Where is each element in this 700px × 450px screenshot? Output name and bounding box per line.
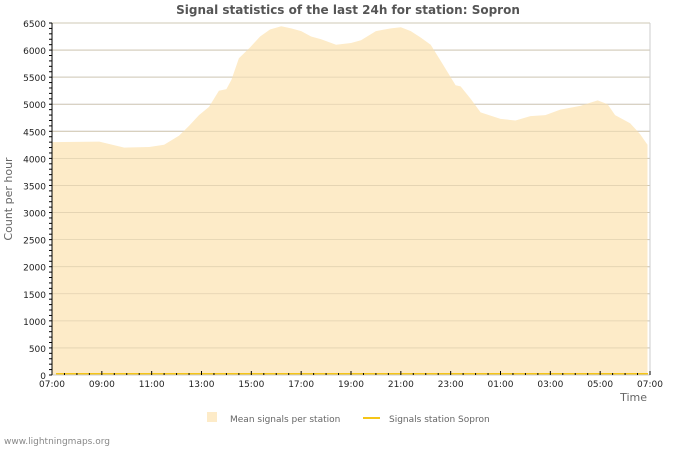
y-tick-label: 3000: [23, 210, 46, 220]
y-tick-label: 1000: [23, 318, 46, 328]
y-tick-label: 2500: [23, 237, 46, 247]
y-tick-label: 4500: [23, 128, 46, 138]
x-tick-label: 01:00: [488, 380, 514, 390]
legend-swatch-mean: [207, 412, 217, 422]
chart-title: Signal statistics of the last 24h for st…: [176, 3, 520, 17]
x-tick-label: 05:00: [587, 380, 613, 390]
legend-label-mean: Mean signals per station: [230, 415, 340, 425]
y-tick-label: 2000: [23, 264, 46, 274]
x-tick-label: 09:00: [89, 380, 115, 390]
x-tick-label: 03:00: [537, 380, 563, 390]
x-tick-label: 07:00: [637, 380, 663, 390]
x-axis-label: Time: [619, 391, 647, 404]
mean-signals-area: [52, 26, 648, 375]
y-tick-label: 0: [40, 372, 46, 382]
y-tick-label: 6000: [23, 47, 46, 57]
legend-label-station: Signals station Sopron: [389, 415, 490, 425]
x-tick-label: 23:00: [438, 380, 464, 390]
x-tick-label: 19:00: [338, 380, 364, 390]
x-tick-label: 13:00: [189, 380, 215, 390]
x-tick-label: 11:00: [139, 380, 165, 390]
x-tick-label: 15:00: [238, 380, 264, 390]
y-tick-label: 4000: [23, 155, 46, 165]
y-tick-label: 1500: [23, 291, 46, 301]
legend: Mean signals per station Signals station…: [207, 412, 490, 425]
y-tick-label: 6500: [23, 20, 46, 30]
y-tick-label: 3500: [23, 182, 46, 192]
y-tick-label: 5000: [23, 101, 46, 111]
x-tick-label: 21:00: [388, 380, 414, 390]
y-axis-label: Count per hour: [2, 157, 15, 241]
footer-credit: www.lightningmaps.org: [4, 437, 110, 447]
x-tick-label: 17:00: [288, 380, 314, 390]
y-tick-label: 500: [29, 345, 46, 355]
x-tick-label: 07:00: [39, 380, 65, 390]
y-tick-label: 5500: [23, 74, 46, 84]
